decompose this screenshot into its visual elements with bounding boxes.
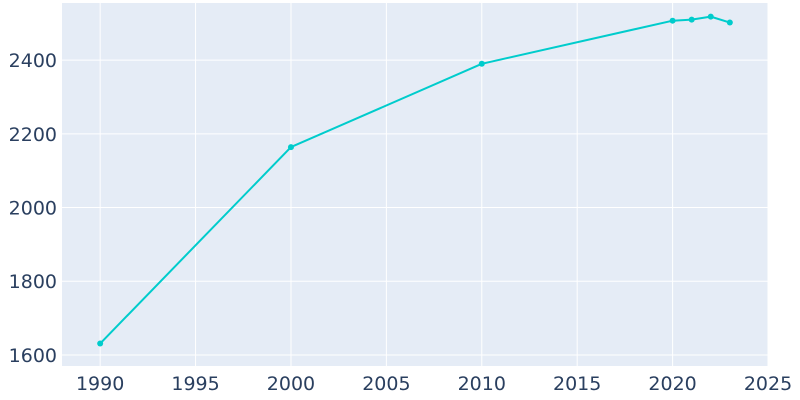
data-point[interactable]	[688, 16, 695, 23]
series-layer	[97, 13, 733, 347]
data-point[interactable]	[97, 340, 104, 347]
y-axis-tick-labels: 1600 1800 2000 2200 2400	[9, 50, 57, 367]
x-tick-label: 1995	[171, 373, 219, 395]
data-point[interactable]	[287, 144, 294, 151]
y-tick-label: 2000	[9, 198, 57, 220]
x-axis-tick-labels: 1990 1995 2000 2005 2010 2015 2020 2025	[76, 373, 792, 395]
y-tick-label: 1800	[9, 271, 57, 293]
x-tick-label: 2000	[267, 373, 315, 395]
x-tick-label: 2020	[648, 373, 696, 395]
y-tick-label: 2200	[9, 124, 57, 146]
x-tick-label: 2025	[744, 373, 792, 395]
x-tick-label: 2015	[553, 373, 601, 395]
data-point[interactable]	[707, 13, 714, 20]
x-tick-label: 2005	[362, 373, 410, 395]
x-tick-label: 1990	[76, 373, 124, 395]
x-tick-label: 2010	[458, 373, 506, 395]
data-point[interactable]	[669, 17, 676, 24]
y-gridlines	[62, 59, 768, 356]
data-point[interactable]	[726, 19, 733, 26]
data-point[interactable]	[478, 60, 485, 67]
y-tick-label: 2400	[9, 50, 57, 72]
plot-background	[62, 3, 768, 366]
y-tick-label: 1600	[9, 345, 57, 367]
